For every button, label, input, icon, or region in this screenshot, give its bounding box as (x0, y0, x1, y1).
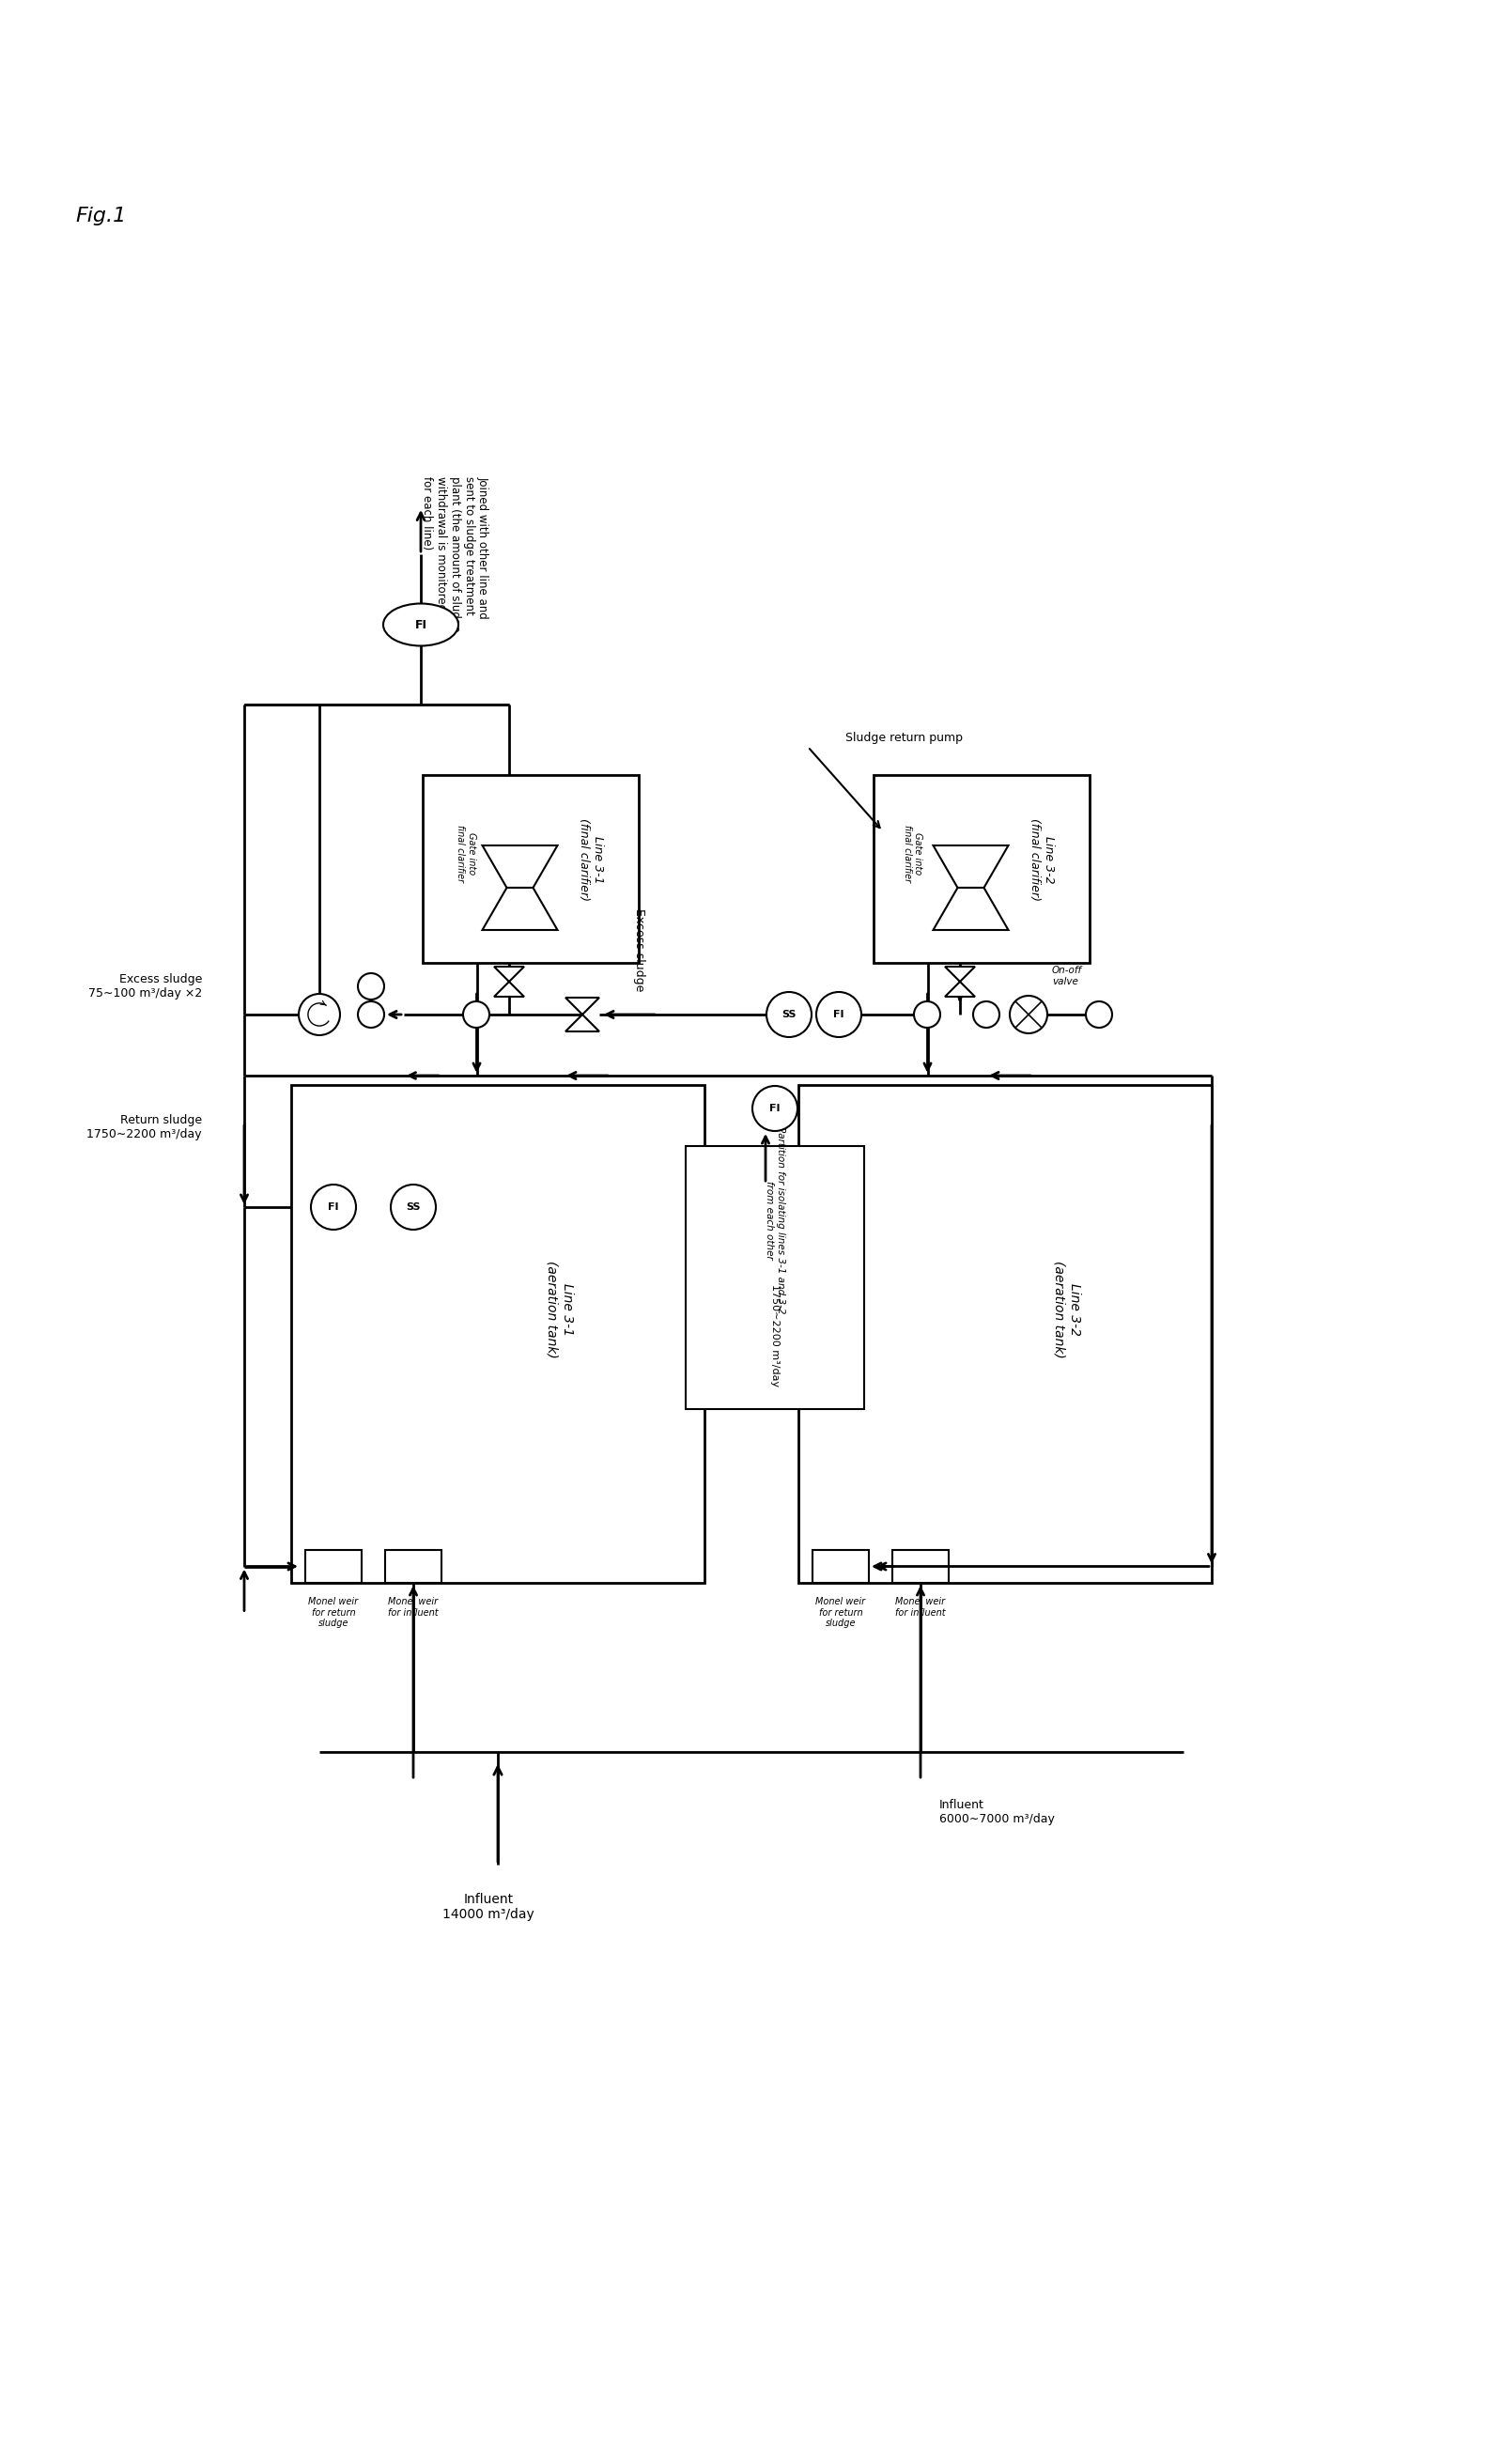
Polygon shape (934, 845, 1009, 887)
Text: FI: FI (770, 1104, 781, 1114)
Text: Influent
6000∼7000 m³/day: Influent 6000∼7000 m³/day (940, 1799, 1055, 1826)
Bar (305, 1550, 362, 1582)
Polygon shape (946, 981, 976, 995)
Text: Line 3-1
(aeration tank): Line 3-1 (aeration tank) (546, 1259, 573, 1358)
Text: FI: FI (414, 618, 426, 631)
Text: Excess sludge: Excess sludge (632, 909, 645, 991)
Text: SS: SS (782, 1010, 797, 1020)
Polygon shape (934, 887, 1009, 929)
Polygon shape (566, 1015, 599, 1032)
Bar (423, 776, 639, 963)
Text: 1750∼2200 m³/day: 1750∼2200 m³/day (770, 1284, 779, 1387)
Text: Excess sludge
75∼100 m³/day ×2: Excess sludge 75∼100 m³/day ×2 (89, 973, 203, 1000)
Text: Return sludge
1750∼2200 m³/day: Return sludge 1750∼2200 m³/day (87, 1114, 203, 1141)
Text: Monel weir
for return
sludge: Monel weir for return sludge (309, 1597, 359, 1629)
Text: Monel weir
for influent: Monel weir for influent (389, 1597, 438, 1616)
Polygon shape (482, 887, 557, 929)
Circle shape (752, 1087, 797, 1131)
Bar (799, 1084, 1211, 1582)
Polygon shape (494, 966, 524, 981)
Text: Gate into
final clarifier: Gate into final clarifier (456, 825, 476, 882)
Circle shape (914, 1000, 940, 1027)
Circle shape (973, 1000, 1000, 1027)
Text: Line 3-1
(final clarifier): Line 3-1 (final clarifier) (578, 818, 605, 902)
Circle shape (464, 1000, 489, 1027)
Text: Gate into
final clarifier: Gate into final clarifier (902, 825, 923, 882)
Bar (892, 1550, 949, 1582)
Text: On-off
valve: On-off valve (1052, 966, 1082, 986)
Polygon shape (566, 998, 599, 1015)
Text: Influent
14000 m³/day: Influent 14000 m³/day (443, 1892, 534, 1922)
Text: Monel weir
for return
sludge: Monel weir for return sludge (815, 1597, 866, 1629)
Circle shape (817, 993, 862, 1037)
Ellipse shape (383, 604, 458, 646)
Bar (812, 1550, 869, 1582)
Circle shape (1085, 1000, 1112, 1027)
Text: SS: SS (405, 1202, 420, 1212)
Text: Line 3-2
(final clarifier): Line 3-2 (final clarifier) (1028, 818, 1055, 902)
Text: Fig.1: Fig.1 (75, 207, 126, 224)
Bar (874, 776, 1090, 963)
Circle shape (357, 973, 384, 1000)
Polygon shape (494, 981, 524, 995)
Circle shape (767, 993, 812, 1037)
Polygon shape (946, 966, 976, 981)
Text: Line 3-2
(aeration tank): Line 3-2 (aeration tank) (1052, 1259, 1081, 1358)
Text: Partition for isolating lines 3-1 and 3-2
from each other: Partition for isolating lines 3-1 and 3-… (766, 1126, 785, 1313)
Bar (386, 1550, 441, 1582)
Circle shape (357, 1000, 384, 1027)
Circle shape (311, 1185, 356, 1230)
Polygon shape (482, 845, 557, 887)
Text: Joined with other line and
sent to sludge treatment
plant (the amount of sludge
: Joined with other line and sent to sludg… (420, 476, 489, 633)
Text: FI: FI (329, 1202, 339, 1212)
Circle shape (1010, 995, 1048, 1032)
Bar (291, 1084, 704, 1582)
Bar (686, 1146, 865, 1409)
Text: FI: FI (833, 1010, 844, 1020)
Text: Monel weir
for influent: Monel weir for influent (895, 1597, 946, 1616)
Circle shape (390, 1185, 435, 1230)
Circle shape (299, 993, 341, 1035)
Text: Sludge return pump: Sludge return pump (845, 732, 962, 744)
